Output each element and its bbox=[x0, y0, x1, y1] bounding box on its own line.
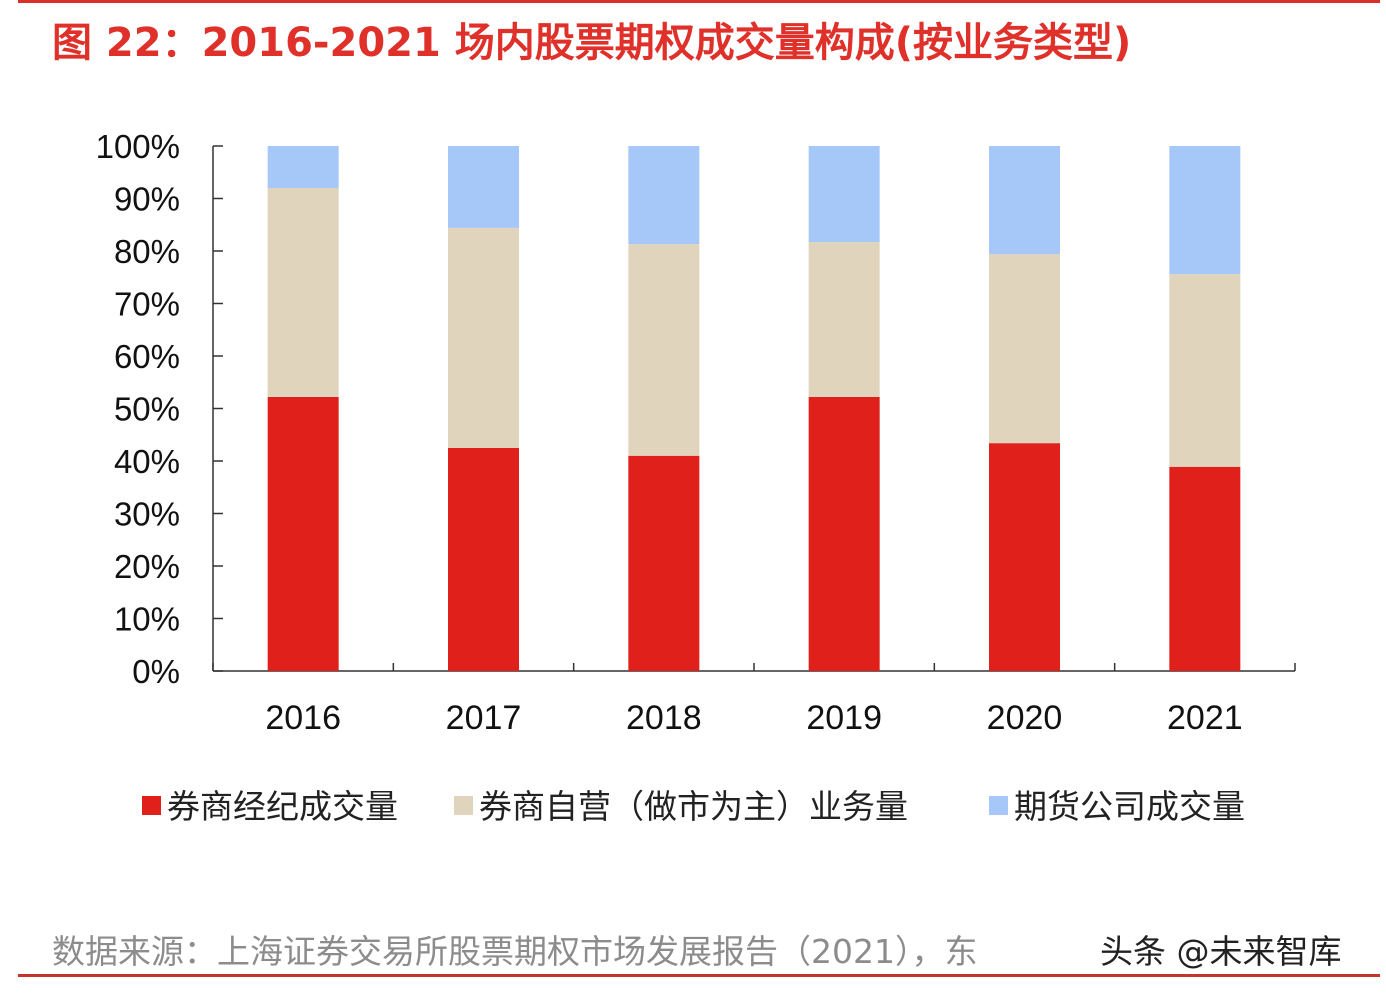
legend-label: 期货公司成交量 bbox=[1014, 787, 1245, 826]
legend-label: 券商经纪成交量 bbox=[167, 787, 398, 826]
x-tick-label: 2019 bbox=[806, 699, 882, 737]
x-tick-label: 2020 bbox=[987, 699, 1063, 737]
x-tick-label: 2021 bbox=[1167, 699, 1243, 737]
bar-2017-series-1 bbox=[448, 227, 519, 448]
legend-swatch bbox=[989, 796, 1008, 815]
legend-label: 券商自营（做市为主）业务量 bbox=[479, 787, 908, 826]
bar-2020-series-2 bbox=[989, 146, 1060, 255]
bar-2021-series-0 bbox=[1169, 466, 1241, 671]
y-tick-label: 70% bbox=[114, 286, 180, 323]
bar-2017-series-0 bbox=[448, 447, 519, 671]
top-rule bbox=[18, 0, 1380, 3]
bar-2017-series-2 bbox=[448, 146, 519, 228]
y-tick-label: 90% bbox=[114, 181, 180, 218]
y-tick-label: 20% bbox=[114, 548, 180, 585]
y-tick-label: 80% bbox=[114, 233, 180, 270]
bar-2019-series-1 bbox=[808, 242, 880, 397]
legend-swatch bbox=[454, 796, 473, 815]
bar-2021-series-1 bbox=[1169, 274, 1241, 467]
x-tick-label: 2018 bbox=[626, 699, 702, 737]
legend-swatch bbox=[142, 796, 161, 815]
x-tick-label: 2016 bbox=[265, 699, 341, 737]
y-tick-label: 50% bbox=[114, 391, 180, 428]
bar-2016-series-1 bbox=[267, 188, 339, 397]
source-note: 数据来源：上海证券交易所股票期权市场发展报告（2021），东 bbox=[52, 932, 978, 971]
y-tick-label: 0% bbox=[132, 653, 180, 690]
y-tick-label: 30% bbox=[114, 496, 180, 533]
bar-2018-series-0 bbox=[628, 455, 700, 671]
x-tick-label: 2017 bbox=[446, 699, 522, 737]
y-tick-label: 60% bbox=[114, 338, 180, 375]
chart-title: 图 22：2016-2021 场内股票期权成交量构成(按业务类型) bbox=[52, 20, 1132, 66]
bar-2018-series-2 bbox=[628, 146, 700, 245]
bar-2020-series-0 bbox=[989, 443, 1060, 671]
y-tick-label: 40% bbox=[114, 443, 180, 480]
bar-2016-series-2 bbox=[267, 146, 339, 188]
bar-2019-series-2 bbox=[808, 146, 880, 243]
bar-2018-series-1 bbox=[628, 244, 700, 456]
bar-2016-series-0 bbox=[267, 396, 339, 671]
y-tick-label: 10% bbox=[114, 601, 180, 638]
watermark: 头条 @未来智库 bbox=[1100, 932, 1342, 971]
bottom-rule bbox=[18, 974, 1380, 977]
bar-2019-series-0 bbox=[808, 396, 880, 671]
bar-2021-series-2 bbox=[1169, 146, 1241, 275]
y-tick-label: 100% bbox=[96, 128, 180, 165]
bar-2020-series-1 bbox=[989, 254, 1060, 444]
